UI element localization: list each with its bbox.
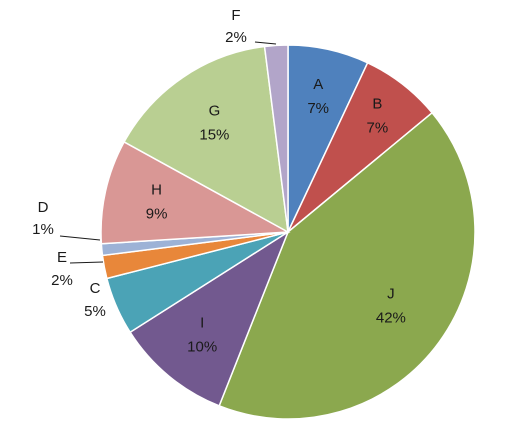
slice-value-label-a: 7% xyxy=(307,100,329,117)
leader-line-f xyxy=(254,41,277,45)
slice-value-label-i: 10% xyxy=(187,339,217,356)
pie-slice-f xyxy=(263,44,289,233)
slice-label-h: H xyxy=(151,182,162,199)
slice-labels: A 7% B 7% J 42% I 10% C 5% E 2% D 1% H 9% G 15% F 2% xyxy=(32,7,406,356)
slice-value-label-c: 5% xyxy=(84,303,106,320)
leader-line-e xyxy=(69,261,104,264)
leader-lines xyxy=(59,41,277,264)
slice-label-e: E xyxy=(57,249,67,266)
slice-value-label-g: 15% xyxy=(199,127,229,144)
pie-slices xyxy=(100,44,476,420)
pie-slice-g xyxy=(123,45,289,234)
slice-label-b: B xyxy=(372,96,382,113)
leader-line-d xyxy=(59,235,101,241)
slice-label-f: F xyxy=(231,7,240,24)
slice-label-d: D xyxy=(38,199,49,216)
slice-value-label-e: 2% xyxy=(51,272,73,289)
slice-value-label-h: 9% xyxy=(146,206,168,223)
pie-slice-j xyxy=(218,111,476,420)
slice-value-label-b: 7% xyxy=(367,120,389,137)
slice-label-g: G xyxy=(209,103,221,120)
slice-value-label-j: 42% xyxy=(376,310,406,327)
slice-value-label-f: 2% xyxy=(225,29,247,46)
pie-slice-i xyxy=(129,230,290,407)
slice-label-a: A xyxy=(313,76,323,93)
slice-label-c: C xyxy=(90,280,101,297)
slice-label-j: J xyxy=(387,286,395,303)
slice-label-i: I xyxy=(200,315,204,332)
slice-value-label-d: 1% xyxy=(32,221,54,238)
pie-slice-h xyxy=(100,140,291,245)
